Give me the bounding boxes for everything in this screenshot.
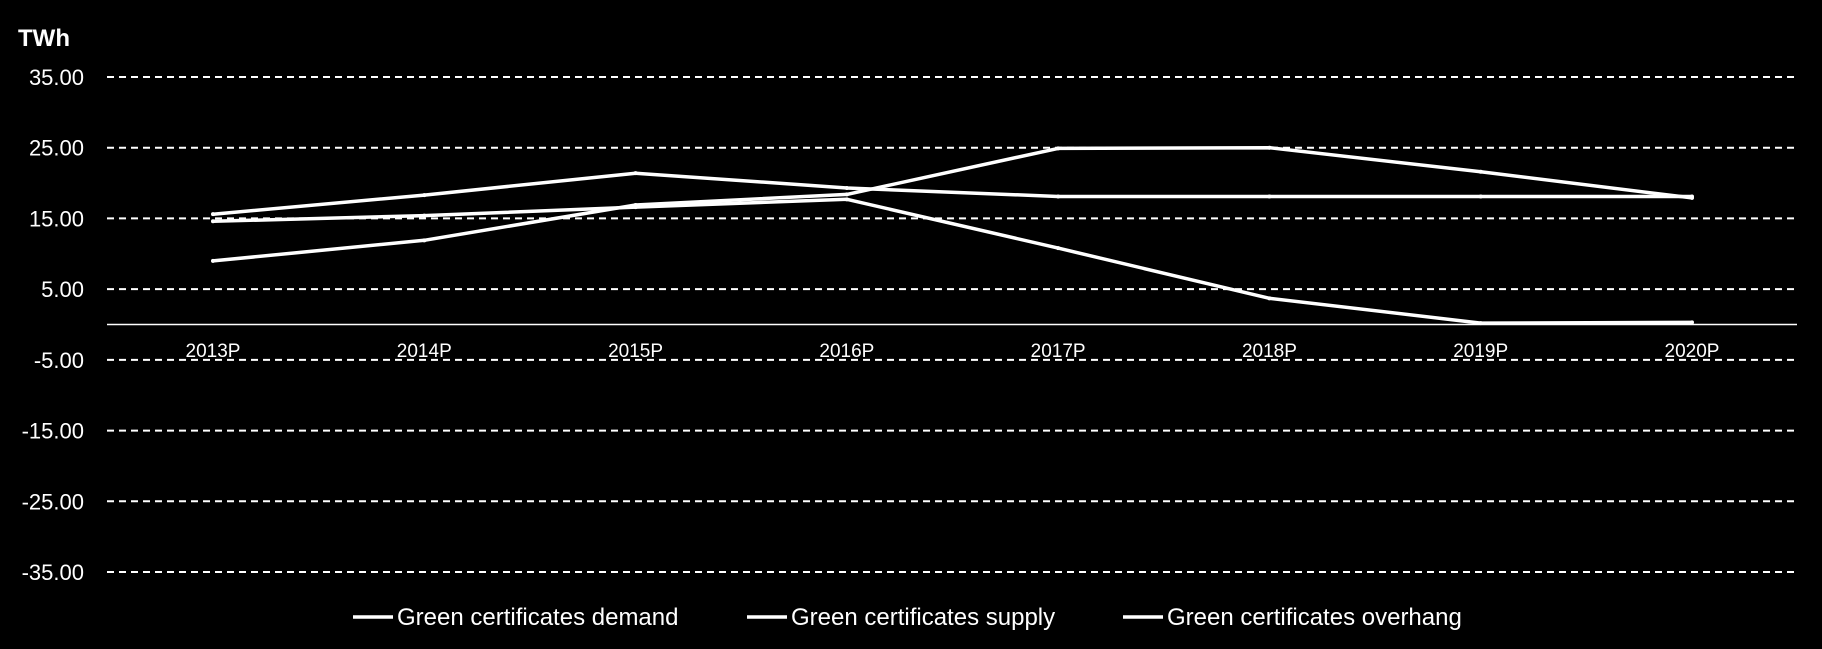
series-lines [211,145,1694,326]
y-tick-label: -35.00 [22,560,84,585]
data-point [1690,194,1694,199]
y-tick-label: -5.00 [34,348,84,373]
y-tick-label: 25.00 [29,136,84,161]
series-line-1 [211,145,1694,263]
series-line-3 [211,197,1694,325]
data-point [211,219,215,224]
data-point [1478,169,1483,174]
data-point [1267,145,1272,150]
y-tick-label: 5.00 [41,277,84,302]
data-point [1267,194,1272,199]
y-tick-label: 15.00 [29,206,84,231]
data-point [844,197,849,202]
x-tick-label: 2013P [186,341,241,362]
data-point [211,212,215,217]
y-axis-ticks: 35.00 25.00 15.00 5.00 -5.00 -15.00 -25.00 -35.… [22,65,84,585]
data-point [1690,320,1694,325]
legend-label: Green certificates overhang [1167,604,1462,631]
data-point [422,193,427,198]
data-point [422,238,427,243]
data-point [844,186,849,191]
legend: Green certificates demand Green certifica… [353,604,1462,631]
x-axis-ticks: 2013P 2014P 2015P 2016P 2017P 2018P 2019P 2020P [186,341,1720,362]
data-point [633,171,638,176]
data-point [633,205,638,210]
data-point [211,258,215,263]
data-point [1478,321,1483,326]
x-tick-label: 2016P [819,341,874,362]
data-point [1478,194,1483,199]
x-tick-label: 2020P [1665,341,1720,362]
y-tick-label: -25.00 [22,489,84,514]
data-point [422,213,427,218]
x-tick-label: 2017P [1031,341,1086,362]
legend-label: Green certificates supply [791,604,1055,631]
x-tick-label: 2018P [1242,341,1297,362]
gridlines [107,76,1797,573]
x-tick-label: 2014P [397,341,452,362]
y-unit-label: TWh [18,25,70,52]
series-line-2 [211,171,1694,216]
data-point [1267,296,1272,301]
x-tick-label: 2015P [608,341,663,362]
x-tick-label: 2019P [1453,341,1508,362]
legend-label: Green certificates demand [397,604,678,631]
data-point [844,192,849,197]
y-tick-label: 35.00 [29,65,84,90]
y-tick-label: -15.00 [22,419,84,444]
data-point [1056,246,1061,251]
data-point [1056,146,1061,151]
data-point [1056,194,1061,199]
